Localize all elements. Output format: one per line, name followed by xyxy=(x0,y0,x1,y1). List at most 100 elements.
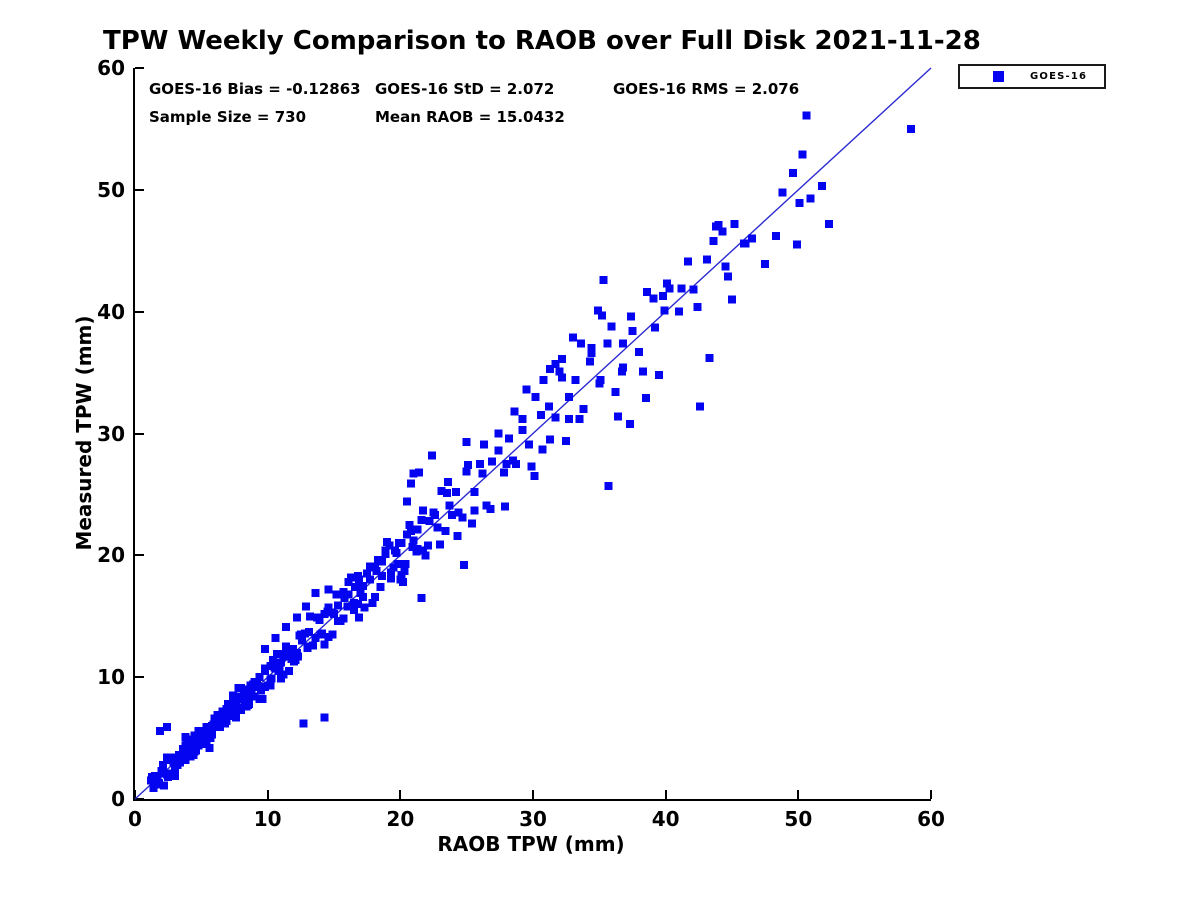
scatter-point xyxy=(665,284,674,293)
scatter-point xyxy=(453,531,462,540)
scatter-point xyxy=(598,311,606,320)
scatter-point xyxy=(381,546,390,555)
scatter-point xyxy=(194,726,203,735)
scatter-point xyxy=(271,634,280,643)
scatter-point xyxy=(417,594,426,602)
scatter-point xyxy=(537,411,545,420)
scatter-point xyxy=(445,501,454,510)
scatter-point xyxy=(562,436,571,445)
scatter-point xyxy=(462,438,471,446)
scatter-point xyxy=(539,375,548,384)
scatter-point xyxy=(522,385,531,394)
scatter-point xyxy=(468,519,476,528)
scatter-point xyxy=(718,227,727,236)
scatter-point xyxy=(649,294,658,303)
scatter-point xyxy=(178,753,187,762)
scatter-point xyxy=(628,327,637,336)
scatter-point xyxy=(475,460,484,468)
scatter-point xyxy=(705,354,714,362)
scatter-point xyxy=(339,614,348,623)
scatter-point xyxy=(806,194,815,203)
scatter-point xyxy=(486,505,495,513)
scatter-point xyxy=(607,322,616,331)
scatter-point xyxy=(188,745,196,753)
scatter-point xyxy=(306,612,315,621)
x-tick-label: 50 xyxy=(784,807,813,831)
scatter-point xyxy=(575,414,584,423)
scatter-point xyxy=(558,355,567,364)
scatter-point xyxy=(368,598,377,607)
stat-rms: GOES-16 RMS = 2.076 xyxy=(613,80,800,98)
y-tick-label: 40 xyxy=(97,299,125,324)
scatter-point xyxy=(282,623,291,632)
scatter-point xyxy=(594,306,602,315)
scatter-point xyxy=(257,686,265,695)
scatter-point xyxy=(625,419,634,428)
y-tick-mark xyxy=(135,67,144,69)
scatter-point xyxy=(149,784,158,792)
scatter-point xyxy=(269,656,277,665)
scatter-point xyxy=(170,771,179,780)
y-tick-label: 0 xyxy=(111,787,125,811)
scatter-point xyxy=(494,446,503,455)
scatter-point xyxy=(663,279,671,288)
scatter-point xyxy=(778,188,787,197)
scatter-point xyxy=(154,779,163,788)
scatter-point xyxy=(818,182,827,191)
x-tick-mark xyxy=(266,790,269,799)
x-axis-label: RAOB TPW (mm) xyxy=(437,832,625,856)
scatter-point xyxy=(494,429,503,438)
scatter-point xyxy=(709,237,718,245)
scatter-point xyxy=(793,240,801,249)
scatter-point xyxy=(276,658,285,667)
scatter-point xyxy=(409,536,418,545)
x-tick-label: 30 xyxy=(519,807,547,831)
scatter-point xyxy=(502,460,511,468)
scatter-point xyxy=(408,542,417,551)
scatter-point xyxy=(365,575,374,584)
scatter-point xyxy=(237,684,246,693)
scatter-point xyxy=(509,456,518,465)
scatter-point xyxy=(789,168,797,177)
scatter-point xyxy=(430,511,439,520)
scatter-point xyxy=(359,581,368,590)
scatter-point xyxy=(702,255,711,264)
scatter-point xyxy=(349,598,358,607)
scatter-point xyxy=(544,402,553,411)
scatter-point xyxy=(798,150,807,159)
scatter-point xyxy=(659,291,667,300)
scatter-point xyxy=(651,323,660,332)
y-tick-mark xyxy=(135,798,144,800)
scatter-point xyxy=(603,339,612,348)
scatter-point xyxy=(355,613,364,622)
scatter-point xyxy=(479,440,488,449)
scatter-point xyxy=(334,617,342,626)
scatter-point xyxy=(160,781,169,790)
scatter-point xyxy=(611,388,620,397)
legend-marker-square-icon xyxy=(993,71,1004,82)
y-tick-mark xyxy=(135,188,144,191)
scatter-point xyxy=(677,284,686,293)
scatter-point xyxy=(261,645,269,654)
scatter-point xyxy=(343,602,352,611)
scatter-point xyxy=(318,629,327,638)
scatter-point xyxy=(571,375,580,384)
x-tick-mark xyxy=(930,790,932,799)
scatter-point xyxy=(385,541,394,550)
scatter-point xyxy=(576,339,585,348)
scatter-point xyxy=(304,628,313,637)
scatter-point xyxy=(568,333,577,342)
scatter-point xyxy=(158,760,167,769)
scatter-point xyxy=(452,488,461,496)
scatter-point xyxy=(328,630,337,639)
x-tick-label: 40 xyxy=(651,807,680,831)
scatter-point xyxy=(462,467,471,476)
scatter-point xyxy=(689,285,698,294)
scatter-point xyxy=(458,513,467,522)
legend-label: GOES-16 xyxy=(1030,71,1088,82)
scatter-point xyxy=(470,488,479,496)
scatter-point xyxy=(170,767,179,775)
scatter-point xyxy=(771,232,780,241)
scatter-point xyxy=(355,575,364,584)
scatter-point xyxy=(190,731,199,740)
